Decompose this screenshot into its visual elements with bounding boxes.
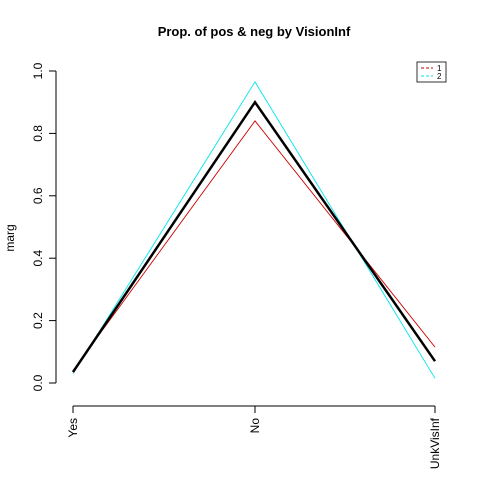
series-line-2 <box>72 81 436 379</box>
legend-label-1: 1 <box>437 64 442 73</box>
series-line-overall <box>71 99 437 373</box>
x-axis: Yes No UnkVisInf <box>66 405 442 469</box>
series-layer <box>71 81 437 379</box>
y-axis-label: marg <box>3 224 17 251</box>
y-tick-label: 0.6 <box>31 187 45 204</box>
y-axis: 0.0 0.2 0.4 0.6 0.8 1.0 <box>31 62 57 391</box>
y-tick-label: 0.2 <box>31 312 45 329</box>
x-tick-label: No <box>248 418 262 434</box>
y-tick-label: 1.0 <box>31 62 45 79</box>
legend: 12 <box>416 61 447 83</box>
legend-box <box>416 61 447 83</box>
y-tick-label: 0.8 <box>31 125 45 142</box>
chart-title: Prop. of pos & neg by VisionInf <box>158 24 351 39</box>
y-tick-label: 0.0 <box>31 374 45 391</box>
x-tick-label: Yes <box>66 418 80 438</box>
y-tick-label: 0.4 <box>31 250 45 267</box>
x-tick-label: UnkVisInf <box>428 417 442 469</box>
series-line-1 <box>72 120 436 371</box>
legend-label-2: 2 <box>437 72 442 81</box>
